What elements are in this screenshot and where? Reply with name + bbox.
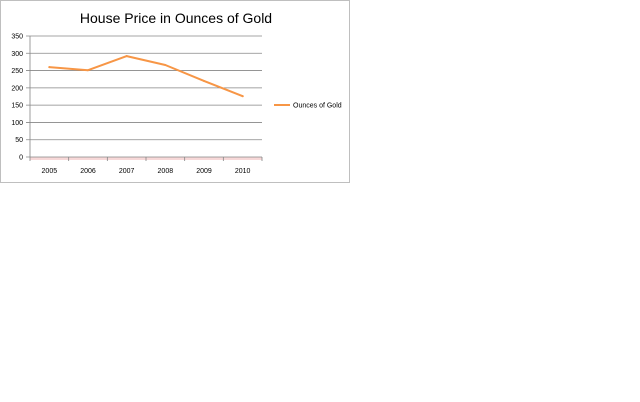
y-tick-label: 250 (11, 68, 23, 75)
data-point (203, 79, 205, 82)
chart-title: House Price in Ounces of Gold (80, 10, 272, 26)
data-point (164, 64, 167, 67)
y-tick-label: 350 (11, 34, 23, 41)
y-tick-label: 150 (11, 103, 23, 110)
line-chart: House Price in Ounces of Gold 0 50 100 150 2… (11, 10, 342, 175)
x-tick-label: 2007 (119, 168, 135, 175)
data-point (87, 69, 89, 72)
legend-label: Ounces of Gold (293, 103, 342, 110)
y-tick-label: 50 (15, 137, 23, 144)
gridlines (26, 35, 263, 161)
data-point (241, 95, 244, 98)
y-tick-label: 100 (11, 120, 23, 127)
x-tick-label: 2006 (80, 168, 96, 175)
y-tick-label: 0 (19, 155, 23, 162)
x-axis-tick-labels: 2005 2006 2007 2008 2009 2010 (42, 168, 251, 175)
y-tick-label: 300 (11, 51, 23, 58)
x-tick-label: 2010 (235, 168, 251, 175)
x-tick-label: 2009 (196, 168, 212, 175)
data-point (125, 55, 128, 58)
y-axis-tick-labels: 0 50 100 150 200 250 300 350 (11, 34, 23, 162)
data-point (48, 66, 51, 69)
x-tick-label: 2008 (158, 168, 174, 175)
series-line (48, 55, 244, 98)
legend: Ounces of Gold (274, 103, 342, 110)
y-tick-label: 200 (11, 85, 23, 92)
series-layer (48, 55, 244, 98)
chart-frame: House Price in Ounces of Gold 0 50 100 150 2… (0, 0, 350, 183)
x-tick-label: 2005 (42, 168, 58, 175)
